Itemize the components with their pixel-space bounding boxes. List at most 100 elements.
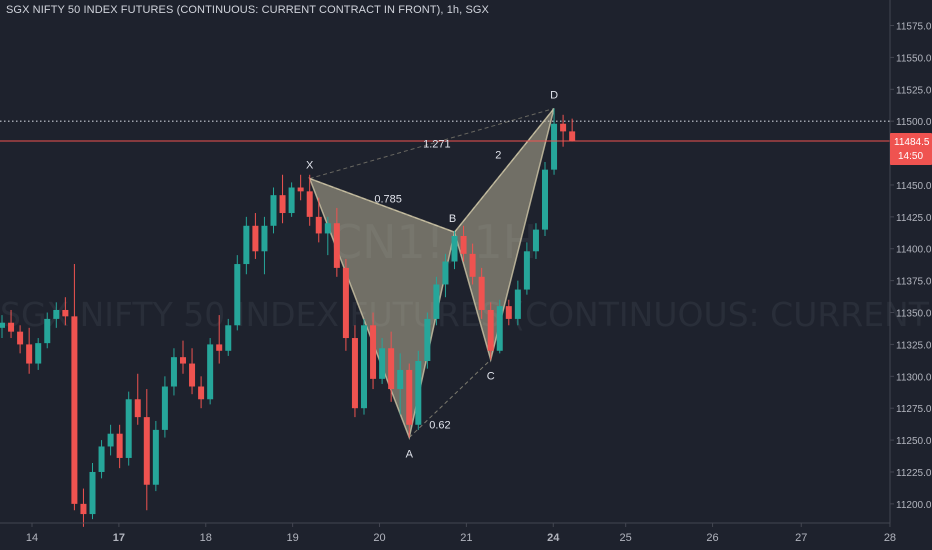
y-tick-label: 11425.0 — [896, 213, 932, 224]
candle-body[interactable] — [0, 322, 5, 328]
candle-body[interactable] — [542, 169, 548, 230]
candle-body[interactable] — [252, 225, 259, 252]
y-tick-label: 11200.0 — [896, 500, 932, 511]
candle-body[interactable] — [270, 195, 277, 226]
pattern-line-xb — [309, 178, 455, 233]
x-tick-label: 19 — [287, 532, 299, 544]
candle-body[interactable] — [35, 343, 42, 364]
candle-body[interactable] — [333, 223, 340, 268]
candle-body[interactable] — [89, 471, 96, 515]
candle-body[interactable] — [514, 289, 521, 319]
candle-body[interactable] — [532, 229, 539, 252]
y-tick-label: 11375.0 — [896, 277, 932, 288]
pattern-point-label-d: D — [550, 89, 558, 101]
candle-body[interactable] — [26, 344, 33, 364]
candle-body[interactable] — [315, 216, 322, 234]
candle-body[interactable] — [161, 386, 168, 430]
candle-body[interactable] — [496, 306, 503, 351]
candle-body[interactable] — [243, 225, 250, 265]
candle-body[interactable] — [397, 369, 404, 390]
candle-body[interactable] — [180, 357, 186, 364]
candle-body[interactable] — [152, 429, 159, 485]
candle-body[interactable] — [189, 363, 196, 387]
candle-body[interactable] — [424, 318, 431, 361]
candle-body[interactable] — [8, 322, 15, 332]
pattern-point-label-a: A — [406, 449, 414, 461]
pattern-triangle-bcd[interactable] — [453, 107, 555, 363]
candle-body[interactable] — [324, 223, 331, 234]
y-tick-label: 11575.0 — [896, 22, 932, 33]
y-tick-label: 11400.0 — [896, 245, 932, 256]
candle-body[interactable] — [44, 318, 51, 344]
y-tick-label: 11350.0 — [896, 309, 932, 320]
candle-body[interactable] — [107, 433, 114, 447]
y-tick-label: 11225.0 — [896, 468, 932, 479]
chart-title: SGX NIFTY 50 INDEX FUTURES (CONTINUOUS: … — [6, 4, 489, 16]
candle-body[interactable] — [297, 187, 304, 192]
y-tick-label: 11325.0 — [896, 340, 932, 351]
candle-body[interactable] — [342, 267, 349, 339]
candle-body[interactable] — [306, 191, 313, 217]
x-tick-label: 25 — [620, 532, 632, 544]
candle-body[interactable] — [53, 309, 60, 319]
candle-body[interactable] — [569, 131, 576, 141]
x-tick-label: 18 — [200, 532, 212, 544]
candle-body[interactable] — [17, 331, 24, 345]
candle-body[interactable] — [523, 251, 530, 290]
pattern-ratio-label: 1.271 — [423, 139, 451, 151]
candle-body[interactable] — [134, 399, 141, 418]
candle-body[interactable] — [388, 348, 395, 390]
candle-body[interactable] — [207, 344, 214, 400]
candle-body[interactable] — [216, 344, 223, 351]
candle-body[interactable] — [62, 309, 69, 317]
y-tick-label: 11500.0 — [896, 117, 932, 128]
candle-body[interactable] — [98, 446, 105, 472]
x-tick-label: 17 — [113, 532, 125, 544]
candle-body[interactable] — [116, 433, 123, 458]
candle-body[interactable] — [351, 338, 358, 409]
current-price-label: 11484.5 — [894, 137, 930, 148]
candle-body[interactable] — [415, 360, 422, 425]
candle-body[interactable] — [478, 276, 485, 310]
pattern-line-ac — [408, 359, 492, 438]
candle-body[interactable] — [361, 325, 367, 409]
pattern-point-label-c: C — [487, 371, 495, 383]
candle-body[interactable] — [469, 253, 476, 277]
candle-body[interactable] — [125, 399, 132, 458]
candle-body[interactable] — [80, 503, 87, 515]
y-tick-label: 11450.0 — [896, 181, 932, 192]
candle-body[interactable] — [370, 325, 377, 379]
x-tick-label: 27 — [795, 532, 807, 544]
candle-body[interactable] — [198, 386, 205, 400]
candle-body[interactable] — [279, 195, 286, 214]
candle-body[interactable] — [487, 309, 494, 351]
x-tick-label: 21 — [460, 532, 472, 544]
pattern-line-xd — [309, 107, 555, 180]
x-tick-label: 14 — [26, 532, 38, 544]
candle-body[interactable] — [261, 225, 268, 252]
candle-body[interactable] — [433, 284, 440, 319]
candle-body[interactable] — [71, 316, 78, 504]
candle-body[interactable] — [451, 235, 458, 262]
candle-body[interactable] — [560, 123, 567, 132]
x-tick-label: 28 — [884, 532, 896, 544]
candle-body[interactable] — [170, 357, 177, 387]
candle-body[interactable] — [460, 235, 467, 254]
pattern-triangle-xab[interactable] — [308, 177, 456, 441]
pattern-line-bd — [454, 108, 555, 233]
watermark-instrument-name: SGX NIFTY 50 INDEX FUTURES (CONTINUOUS: … — [0, 295, 932, 334]
y-tick-label: 11275.0 — [896, 404, 932, 415]
pattern-ratio-label: 0.62 — [429, 420, 450, 432]
candle-body[interactable] — [379, 348, 386, 379]
candle-body[interactable] — [143, 417, 150, 485]
candle-body[interactable] — [406, 369, 413, 425]
candle-body[interactable] — [234, 264, 241, 326]
candle-body[interactable] — [551, 123, 558, 170]
candle-body[interactable] — [225, 325, 232, 351]
candle-body[interactable] — [505, 306, 512, 319]
pattern-point-label-x: X — [306, 160, 314, 172]
candle-body[interactable] — [442, 261, 449, 285]
candle-body[interactable] — [288, 187, 295, 214]
